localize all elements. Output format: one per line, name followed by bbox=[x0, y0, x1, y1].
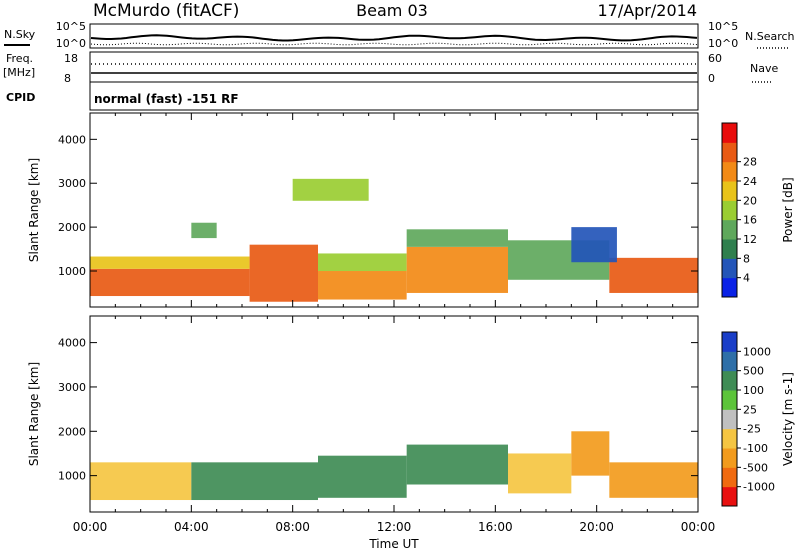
y-axis-label: Slant Range [km] bbox=[27, 362, 41, 466]
colorbar-segment bbox=[722, 486, 737, 507]
freq-strip-frame bbox=[89, 51, 699, 83]
colorbar-tick-label: 28 bbox=[743, 156, 757, 169]
nsky-tick-high: 10^5 bbox=[56, 20, 86, 33]
colorbar-segment bbox=[722, 219, 737, 240]
colorbar-segment bbox=[722, 123, 737, 143]
heatmap-region bbox=[249, 244, 318, 302]
heatmap-region bbox=[318, 271, 407, 300]
colorbar-tick-label: 100 bbox=[743, 384, 764, 397]
colorbar-segment bbox=[722, 448, 737, 468]
freq-label-2: [MHz] bbox=[3, 66, 35, 79]
freq-tick-high: 18 bbox=[64, 52, 78, 65]
heatmap-region bbox=[191, 222, 217, 239]
beam-title: Beam 03 bbox=[356, 1, 428, 20]
y-tick-label: 4000 bbox=[58, 133, 86, 146]
x-tick-label: 00:00 bbox=[73, 520, 108, 534]
colorbar-segment bbox=[722, 390, 737, 410]
y-tick-label: 1000 bbox=[58, 265, 86, 278]
colorbar-tick-label: -25 bbox=[743, 423, 761, 436]
x-tick-label: 20:00 bbox=[579, 520, 614, 534]
colorbar-tick-label: -1000 bbox=[743, 481, 775, 494]
colorbar-tick-label: 4 bbox=[743, 272, 750, 285]
nsky-tick-low: 10^0 bbox=[56, 37, 86, 50]
heatmap-region bbox=[571, 431, 610, 476]
y-axis-label: Slant Range [km] bbox=[27, 158, 41, 262]
freq-tick-low: 8 bbox=[64, 72, 71, 85]
cpid-text: normal (fast) -151 RF bbox=[94, 92, 239, 106]
heatmap-region bbox=[609, 257, 698, 293]
heatmap-region bbox=[90, 256, 250, 269]
colorbar-label: Power [dB] bbox=[781, 177, 795, 242]
heatmap-region bbox=[609, 462, 698, 498]
nsearch-tick-high: 10^5 bbox=[708, 20, 738, 33]
nsky-line bbox=[90, 34, 698, 42]
x-axis-label: Time UT bbox=[368, 537, 419, 551]
heatmap-region bbox=[406, 229, 508, 247]
nsky-label: N.Sky bbox=[4, 28, 36, 41]
colorbar-segment bbox=[722, 370, 737, 391]
colorbar-segment bbox=[722, 258, 737, 279]
y-tick-label: 3000 bbox=[58, 381, 86, 394]
colorbar-tick-label: -500 bbox=[743, 461, 768, 474]
colorbar-segment bbox=[722, 332, 737, 352]
colorbar-segment bbox=[722, 142, 737, 163]
date-title: 17/Apr/2014 bbox=[597, 1, 697, 20]
colorbar-frame bbox=[721, 122, 738, 298]
freq-label-1: Freq. bbox=[6, 52, 33, 65]
y-tick-label: 1000 bbox=[58, 470, 86, 483]
colorbar-tick-label: 8 bbox=[743, 252, 750, 265]
nsky-strip-frame bbox=[89, 23, 699, 49]
colorbar-tick-label: -100 bbox=[743, 442, 768, 455]
colorbar-label: Velocity [m s-1] bbox=[781, 372, 795, 466]
y-tick-label: 2000 bbox=[58, 221, 86, 234]
colorbar-segment bbox=[722, 181, 737, 201]
cpid-label: CPID bbox=[6, 91, 35, 104]
colorbar-tick-label: 20 bbox=[743, 194, 757, 207]
x-tick-label: 04:00 bbox=[174, 520, 209, 534]
heatmap-region bbox=[90, 268, 250, 297]
velocity-panel: 1000 2000 3000 4000 Slant Range [km] 00:00 04:… bbox=[27, 315, 795, 551]
colorbar-segment bbox=[722, 409, 737, 430]
heatmap-region bbox=[191, 462, 318, 501]
colorbar-segment bbox=[722, 239, 737, 259]
nsearch-line bbox=[90, 42, 698, 46]
colorbar-tick-label: 25 bbox=[743, 403, 757, 416]
colorbar-segment bbox=[722, 351, 737, 372]
y-tick-label: 3000 bbox=[58, 177, 86, 190]
y-tick-label: 4000 bbox=[58, 337, 86, 350]
colorbar-tick-label: 24 bbox=[743, 175, 757, 188]
nave-tick-low: 0 bbox=[708, 72, 715, 85]
heatmap-region bbox=[292, 178, 369, 201]
nave-label: Nave bbox=[750, 62, 778, 75]
colorbar-segment bbox=[722, 428, 737, 449]
colorbar-segment bbox=[722, 277, 737, 298]
x-tick-label: 12:00 bbox=[377, 520, 412, 534]
colorbar-segment bbox=[722, 200, 737, 221]
x-tick-label: 16:00 bbox=[478, 520, 513, 534]
cpid-strip-frame bbox=[89, 81, 699, 111]
heatmap-region bbox=[318, 455, 407, 498]
colorbar-tick-label: 1000 bbox=[743, 345, 771, 358]
nave-tick-high: 60 bbox=[708, 52, 722, 65]
heatmap-region bbox=[406, 444, 508, 485]
colorbar-segment bbox=[722, 161, 737, 182]
colorbar-frame bbox=[721, 331, 738, 507]
station-title: McMurdo (fitACF) bbox=[93, 1, 239, 21]
y-tick-label: 2000 bbox=[58, 425, 86, 438]
heatmap-region bbox=[508, 453, 572, 494]
x-tick-label: 08:00 bbox=[275, 520, 310, 534]
colorbar-segment bbox=[722, 467, 737, 488]
x-tick-label: 00:00 bbox=[681, 520, 716, 534]
heatmap-region bbox=[571, 227, 617, 263]
heatmap-region bbox=[318, 253, 407, 272]
heatmap-region bbox=[406, 246, 508, 293]
power-panel: 1000 2000 3000 4000 Slant Range [km] 4 8 12 16 20… bbox=[27, 112, 795, 308]
colorbar-tick-label: 500 bbox=[743, 365, 764, 378]
colorbar-tick-label: 16 bbox=[743, 214, 757, 227]
nsearch-tick-low: 10^0 bbox=[708, 37, 738, 50]
heatmap-region bbox=[90, 462, 192, 501]
nsearch-label: N.Search bbox=[745, 30, 795, 43]
colorbar-tick-label: 12 bbox=[743, 233, 757, 246]
